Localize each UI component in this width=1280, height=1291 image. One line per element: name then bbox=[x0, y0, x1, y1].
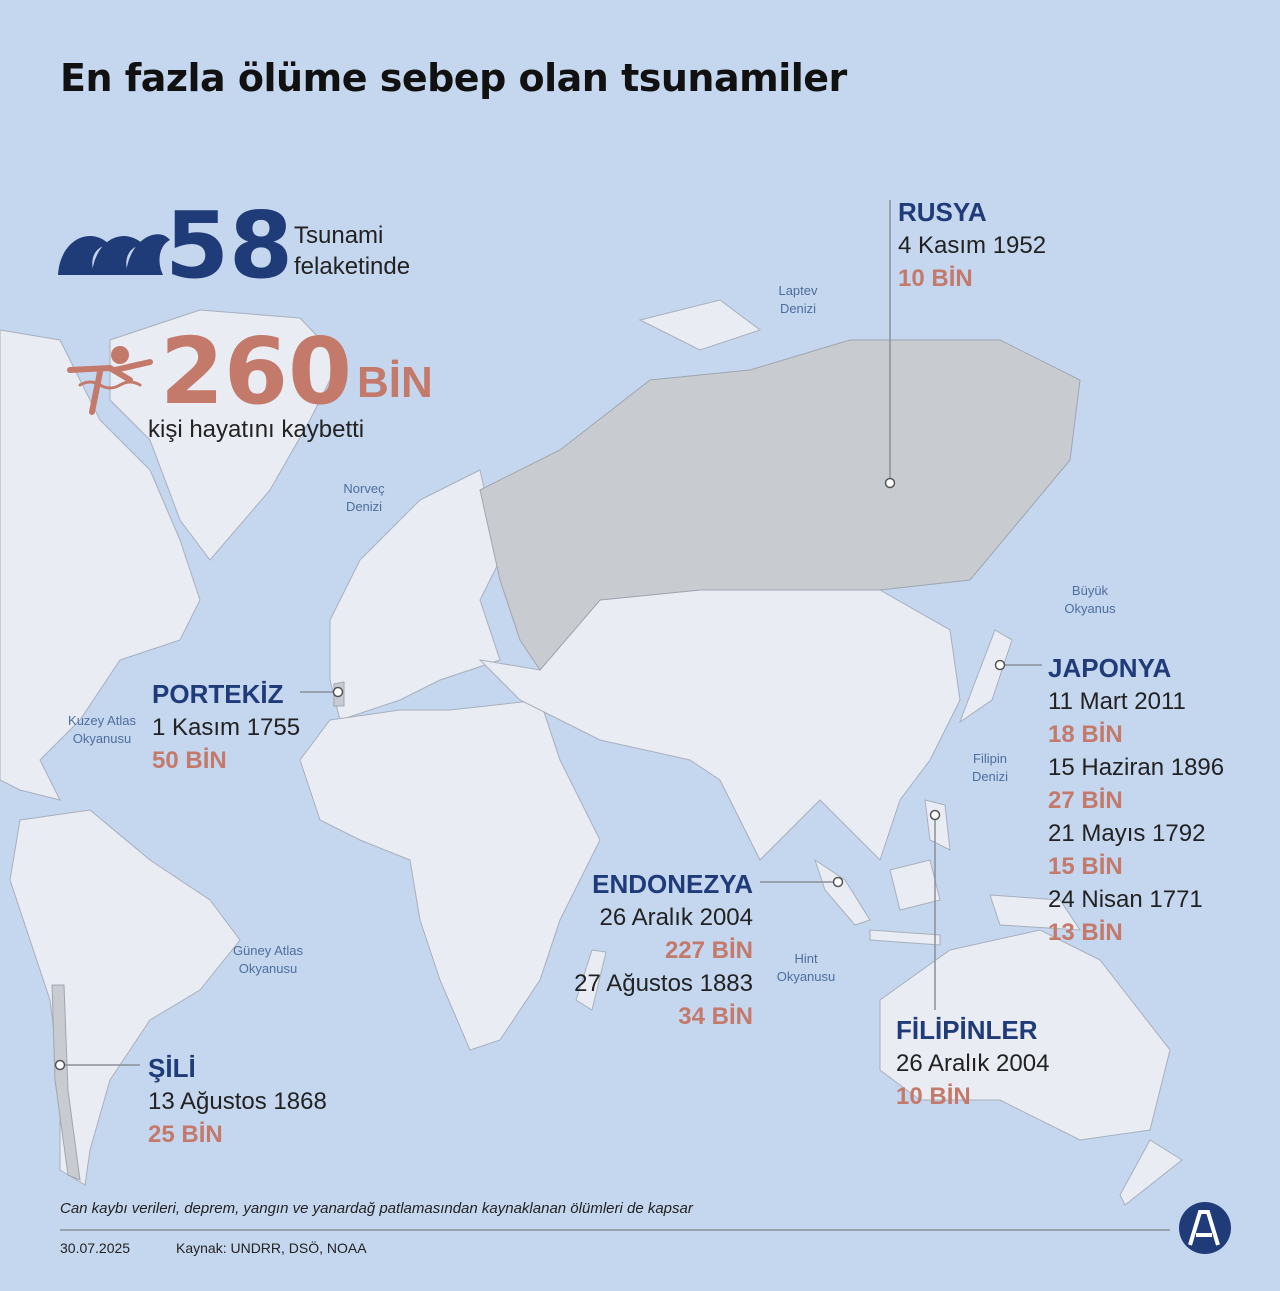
event-date: 1 Kasım 1755 bbox=[152, 714, 301, 741]
event-date: 26 Aralık 2004 bbox=[896, 1050, 1050, 1077]
event: RUSYA 4 Kasım 1952 10 BİN bbox=[898, 196, 1046, 295]
new-zealand bbox=[1119, 1139, 1183, 1206]
count-label: Tsunami felaketinde bbox=[294, 220, 410, 282]
north-america bbox=[0, 329, 201, 801]
sea-label-line: Laptev bbox=[778, 283, 818, 298]
sea-label-line: Güney Atlas bbox=[232, 943, 304, 958]
event-deaths: 27 BİN bbox=[1048, 787, 1123, 814]
event-date: 13 Ağustos 1868 bbox=[148, 1088, 327, 1115]
drowning-icon bbox=[67, 346, 153, 415]
country-name: FİLİPİNLER bbox=[896, 1015, 1038, 1045]
event-deaths: 13 BİN bbox=[1048, 919, 1123, 946]
sea-label: Norveç Denizi bbox=[304, 480, 424, 516]
marker bbox=[994, 659, 1006, 671]
event-date: 21 Mayıs 1792 bbox=[1048, 820, 1206, 847]
count: 58 bbox=[165, 192, 294, 299]
marker bbox=[929, 809, 941, 821]
russia bbox=[479, 339, 1081, 671]
count-label-line: Tsunami bbox=[294, 222, 384, 249]
event-deaths: 34 BİN bbox=[678, 1003, 753, 1030]
country-name: JAPONYA bbox=[1048, 653, 1172, 683]
event: FİLİPİNLER 26 Aralık 2004 10 BİN bbox=[896, 1014, 1049, 1113]
sea-label: Laptev Denizi bbox=[738, 282, 858, 318]
sea-label: Hint Okyanusu bbox=[746, 950, 866, 986]
event-deaths: 10 BİN bbox=[898, 265, 973, 292]
event-date: 4 Kasım 1952 bbox=[898, 232, 1047, 259]
event: ŞİLİ 13 Ağustos 1868 25 BİN bbox=[148, 1052, 327, 1151]
wave-icon bbox=[58, 234, 170, 275]
event-date: 27 Ağustos 1883 bbox=[574, 970, 753, 997]
australia bbox=[879, 929, 1171, 1141]
sea-label-line: Filipin bbox=[973, 751, 1007, 766]
country-name: RUSYA bbox=[898, 197, 987, 227]
country-name: ŞİLİ bbox=[148, 1053, 196, 1083]
sea-label-line: Denizi bbox=[345, 499, 383, 514]
event-deaths: 227 BİN bbox=[664, 937, 753, 964]
sea-label: Güney Atlas Okyanusu bbox=[208, 942, 328, 978]
deaths-total: 260 bbox=[160, 318, 353, 425]
event-deaths: 15 BİN bbox=[1048, 853, 1123, 880]
sea-label-line: Okyanusu bbox=[72, 731, 132, 746]
sea-label: Filipin Denizi bbox=[930, 750, 1050, 786]
sea-label-line: Okyanus bbox=[1064, 601, 1116, 616]
japan bbox=[958, 629, 1013, 724]
arctic-islands bbox=[638, 299, 762, 351]
country-name: ENDONEZYA bbox=[592, 869, 753, 899]
event-deaths: 25 BİN bbox=[148, 1121, 223, 1148]
count-label-line: felaketinde bbox=[294, 253, 411, 280]
event-date: 24 Nisan 1771 bbox=[1048, 886, 1203, 913]
sea-label-line: Kuzey Atlas bbox=[68, 713, 136, 728]
chile bbox=[51, 984, 81, 1181]
sea-label-line: Norveç bbox=[343, 481, 385, 496]
sea-label-line: Okyanusu bbox=[238, 961, 298, 976]
sea-label-line: Denizi bbox=[779, 301, 817, 316]
event: ENDONEZYA 26 Aralık 2004 227 BİN 27 Ağustos… bbox=[574, 868, 753, 1033]
event-deaths: 50 BİN bbox=[152, 747, 227, 774]
europe bbox=[329, 469, 501, 721]
event-date: 11 Mart 2011 bbox=[1048, 688, 1186, 715]
footer-date: 30.07.2025 bbox=[60, 1240, 131, 1256]
footer-source: Kaynak: UNDRR, DSÖ, NOAA bbox=[176, 1240, 367, 1256]
marker bbox=[884, 477, 896, 489]
borneo bbox=[889, 859, 941, 911]
africa bbox=[299, 699, 601, 1051]
deaths-label: kişi hayatını kaybetti bbox=[148, 416, 365, 443]
sea-label-line: Okyanusu bbox=[776, 969, 836, 984]
greenland bbox=[109, 309, 341, 561]
sea-label-line: Denizi bbox=[971, 769, 1009, 784]
event: PORTEKİZ 1 Kasım 1755 50 BİN bbox=[152, 678, 300, 777]
sea-label-line: Büyük bbox=[1071, 583, 1109, 598]
title: En fazla ölüme sebep olan tsunamiler bbox=[60, 56, 847, 100]
event-deaths: 10 BİN bbox=[896, 1083, 971, 1110]
aa-logo bbox=[1179, 1202, 1231, 1254]
event: JAPONYA 11 Mart 2011 18 BİN 15 Haziran 1896… bbox=[1048, 652, 1224, 949]
event-deaths: 18 BİN bbox=[1048, 721, 1123, 748]
philippines bbox=[924, 799, 951, 851]
footnote: Can kaybı verileri, deprem, yangın ve ya… bbox=[60, 1200, 693, 1217]
java bbox=[869, 929, 941, 946]
marker bbox=[54, 1059, 66, 1071]
sea-label: Kuzey Atlas Okyanusu bbox=[42, 712, 162, 748]
marker bbox=[832, 876, 844, 888]
sumatra bbox=[814, 858, 871, 926]
event-date: 26 Aralık 2004 bbox=[599, 904, 753, 931]
deaths-unit: BİN bbox=[357, 358, 433, 407]
new-guinea bbox=[989, 894, 1081, 931]
sea-label: Büyük Okyanus bbox=[1030, 582, 1150, 618]
country-name: PORTEKİZ bbox=[152, 679, 284, 709]
sea-label-line: Hint bbox=[794, 951, 818, 966]
event-date: 15 Haziran 1896 bbox=[1048, 754, 1225, 781]
madagascar bbox=[575, 949, 607, 1011]
marker bbox=[332, 686, 344, 698]
